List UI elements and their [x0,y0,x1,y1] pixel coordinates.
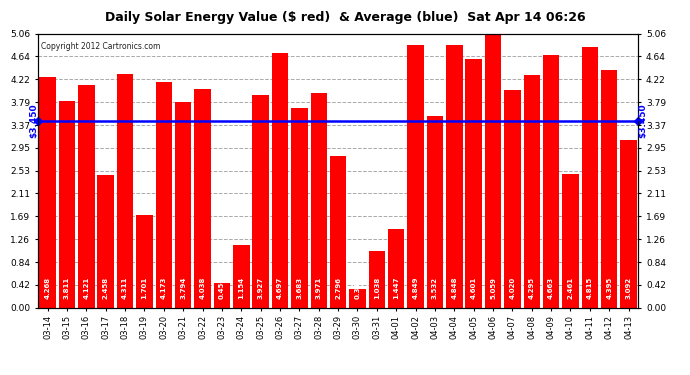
Text: 4.697: 4.697 [277,277,283,299]
Text: Daily Solar Energy Value ($ red)  & Average (blue)  Sat Apr 14 06:26: Daily Solar Energy Value ($ red) & Avera… [105,11,585,24]
Bar [97,175,114,308]
Text: 4.121: 4.121 [83,277,90,299]
Text: 4.601: 4.601 [471,277,477,299]
Text: 4.173: 4.173 [161,277,167,299]
Bar [485,34,501,308]
Bar [136,216,152,308]
Text: 0.345: 0.345 [355,277,360,299]
Bar [466,58,482,308]
Bar [330,156,346,308]
Bar [78,84,95,308]
Bar [117,74,133,307]
Bar [59,101,75,308]
Text: $3.450: $3.450 [638,104,647,138]
Bar [562,174,579,308]
Text: 4.038: 4.038 [199,277,206,299]
Bar [388,229,404,308]
Bar [272,53,288,307]
Bar [155,82,172,308]
Bar [582,47,598,308]
Text: 1.447: 1.447 [393,277,400,299]
Text: 4.849: 4.849 [413,277,419,299]
Text: 1.154: 1.154 [238,277,244,299]
Text: 3.794: 3.794 [180,277,186,299]
Bar [543,55,560,308]
Text: 4.848: 4.848 [451,277,457,299]
Bar [253,95,269,308]
Bar [620,140,637,308]
Bar [524,75,540,307]
Text: 4.295: 4.295 [529,277,535,299]
Bar [504,90,521,308]
Text: 1.038: 1.038 [374,277,380,299]
Text: 0.450: 0.450 [219,277,225,299]
Text: 5.059: 5.059 [490,278,496,299]
Text: 3.927: 3.927 [257,277,264,299]
Text: 4.815: 4.815 [586,277,593,299]
Text: 3.971: 3.971 [316,277,322,299]
Text: Copyright 2012 Cartronics.com: Copyright 2012 Cartronics.com [41,42,160,51]
Bar [407,45,424,308]
Bar [426,116,443,308]
Bar [349,289,366,308]
Text: 2.458: 2.458 [103,277,109,299]
Text: 3.092: 3.092 [626,277,631,299]
Text: 3.683: 3.683 [297,277,302,299]
Text: 4.311: 4.311 [122,277,128,299]
Text: 4.663: 4.663 [548,277,554,299]
Bar [368,251,385,308]
Text: 3.532: 3.532 [432,278,438,299]
Text: $3.450: $3.450 [29,104,38,138]
Text: 4.268: 4.268 [45,277,50,299]
Bar [601,70,618,308]
Text: 3.811: 3.811 [64,277,70,299]
Text: 2.461: 2.461 [567,277,573,299]
Text: 2.796: 2.796 [335,278,341,299]
Bar [39,76,56,308]
Bar [175,102,191,308]
Text: 4.395: 4.395 [607,277,612,299]
Bar [233,245,250,308]
Bar [195,89,210,308]
Bar [291,108,308,307]
Bar [446,45,462,308]
Text: 1.701: 1.701 [141,277,148,299]
Text: 4.020: 4.020 [509,277,515,299]
Bar [310,93,327,308]
Bar [214,283,230,308]
